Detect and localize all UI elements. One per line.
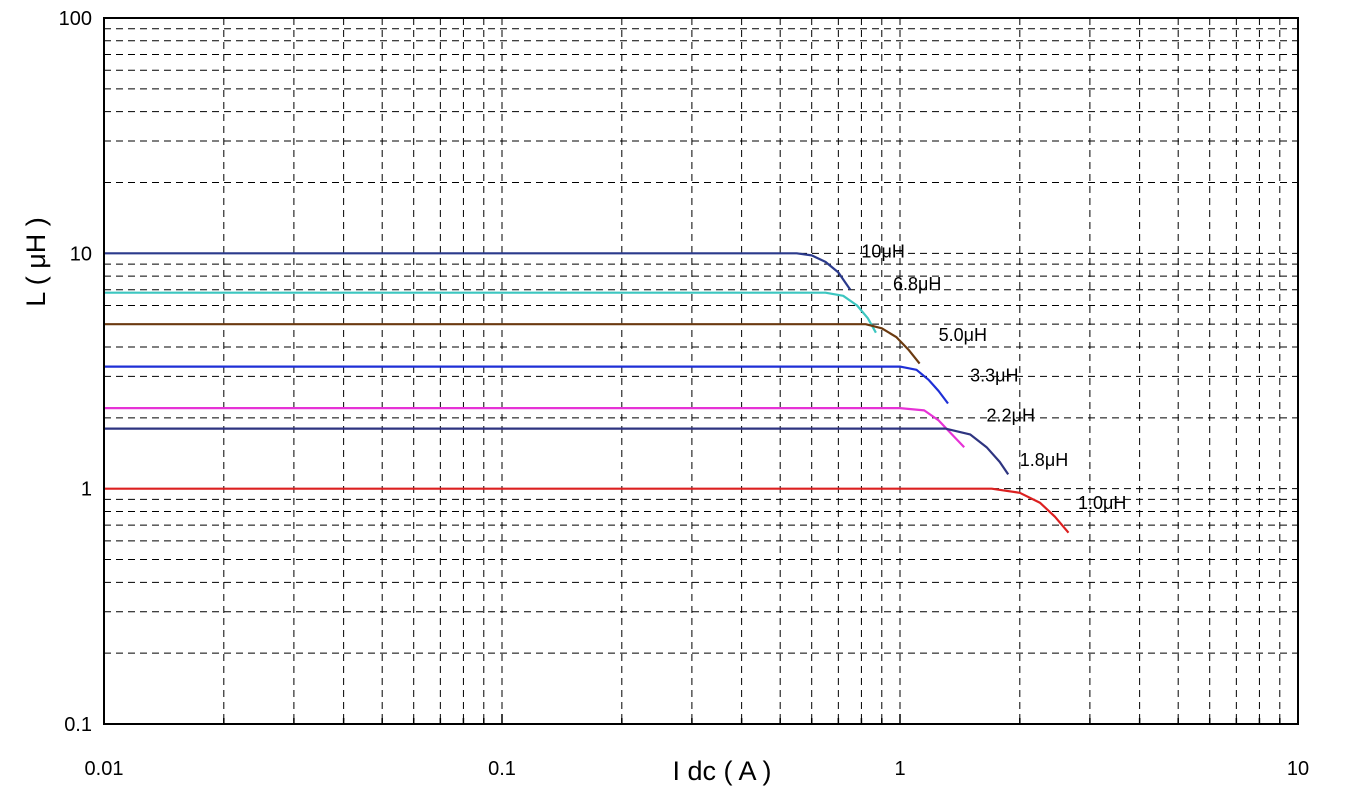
y-tick-label: 10 — [70, 243, 92, 265]
series-label: 10μH — [861, 242, 904, 262]
series-line-10H — [104, 252, 852, 291]
grid — [103, 18, 1298, 724]
series-label: 3.3μH — [970, 366, 1018, 386]
x-tick-labels: 0.01 0.1 1 10 — [85, 758, 1310, 780]
series-line-5-0H — [104, 323, 921, 365]
series-curves — [104, 252, 1070, 534]
series-label: 2.2μH — [987, 405, 1035, 425]
x-tick-label: 0.1 — [488, 758, 516, 780]
y-tick-label: 1 — [81, 479, 92, 501]
y-tick-label: 0.1 — [64, 714, 92, 736]
y-tick-label: 100 — [59, 8, 92, 30]
x-tick-label: 10 — [1287, 758, 1309, 780]
series-labels: 10μH 6.8μH 5.0μH 3.3μH 2.2μH 1.8μH 1.0μH — [861, 242, 1126, 513]
x-tick-label: 1 — [894, 758, 905, 780]
series-label: 1.0μH — [1078, 493, 1126, 513]
series-line-1-0H — [104, 487, 1070, 534]
series-line-2-2H — [104, 407, 965, 448]
x-tick-label: 0.01 — [85, 758, 124, 780]
series-line-3-3H — [104, 365, 949, 405]
y-tick-labels: 0.1 1 10 100 — [59, 8, 92, 736]
series-label: 5.0μH — [939, 325, 987, 345]
series-label: 1.8μH — [1020, 450, 1068, 470]
series-label: 6.8μH — [893, 274, 941, 294]
y-axis-title: L ( μH ) — [21, 217, 51, 307]
plot-area-frame — [103, 17, 1299, 725]
series-line-1-8H — [104, 427, 1010, 476]
series-line-6-8H — [104, 291, 877, 334]
x-axis-title: I dc ( A ) — [672, 756, 771, 786]
